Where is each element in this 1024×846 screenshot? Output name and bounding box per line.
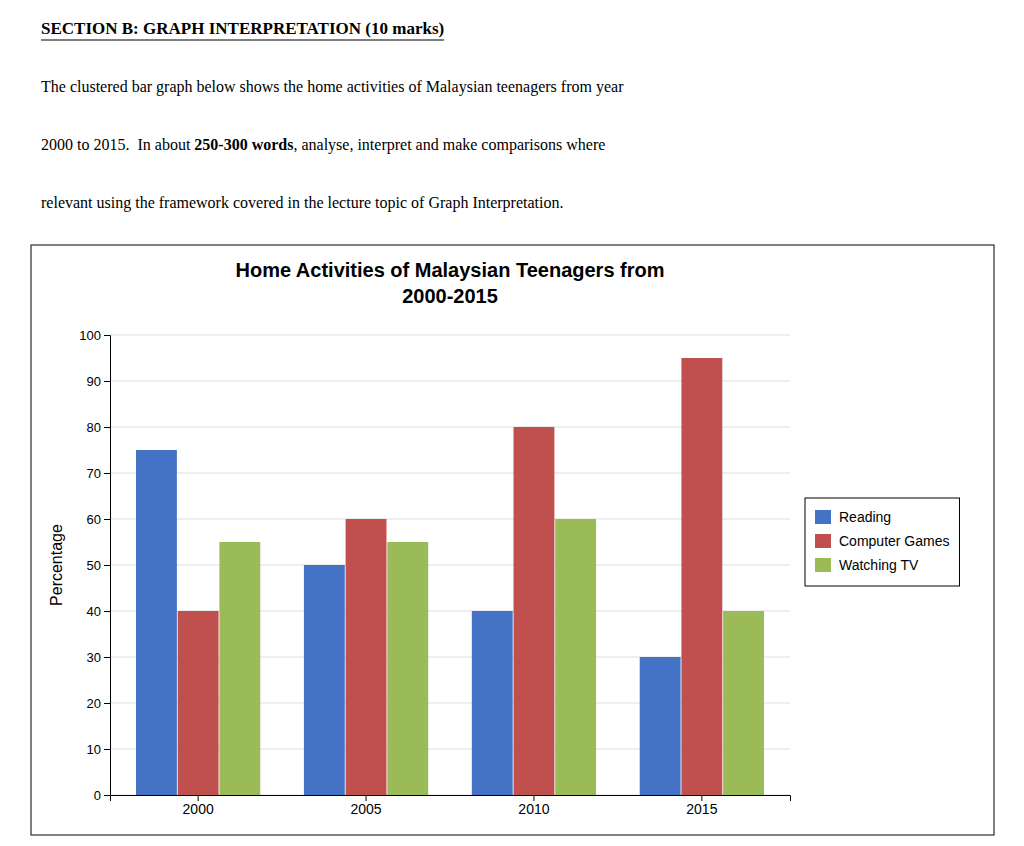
tick: 2005 <box>350 795 381 817</box>
tick: 2015 <box>686 795 717 817</box>
tick: 80 <box>87 420 110 435</box>
bar <box>387 542 428 795</box>
legend-items: Reading Computer Games Watching TV <box>815 509 949 573</box>
underline <box>41 39 444 40</box>
tick-label: 100 <box>79 328 101 343</box>
text-segment: SECTION B: GRAPH INTERPRETATION (10 mark… <box>41 19 444 38</box>
bar <box>178 611 219 795</box>
tick-mark <box>104 703 110 704</box>
tick: 2010 <box>518 795 549 817</box>
chart-title: Home Activities of Malaysian Teenagers f… <box>235 259 664 307</box>
section-title: SECTION B: GRAPH INTERPRETATION (10 mark… <box>41 19 444 38</box>
tick-label: 40 <box>87 604 101 619</box>
tick: 90 <box>87 374 110 389</box>
tick-mark <box>104 565 110 566</box>
bar-series <box>178 358 723 795</box>
bar <box>555 519 596 795</box>
tick-mark <box>104 657 110 658</box>
tick: 2000 <box>183 795 214 817</box>
legend-swatch <box>815 558 831 572</box>
tick: 100 <box>79 328 110 343</box>
chart-border <box>31 245 994 835</box>
tick-label: 0 <box>94 788 101 803</box>
x-axis: 2000 2005 2010 2015 <box>111 795 791 817</box>
tick: 70 <box>87 466 110 481</box>
bar <box>514 427 555 795</box>
instructions: SECTION B: GRAPH INTERPRETATION (10 mark… <box>41 19 624 212</box>
tick: 20 <box>87 696 110 711</box>
bar <box>304 565 345 795</box>
text-segment: 2000 to 2015. In about <box>41 136 194 153</box>
bars <box>136 358 764 795</box>
bar <box>472 611 513 795</box>
text-segment: The clustered bar graph below shows the … <box>41 78 624 96</box>
tick-label: 30 <box>87 650 101 665</box>
tick-mark <box>104 519 110 520</box>
legend-label: Reading <box>839 509 891 525</box>
tick-label: 70 <box>87 466 101 481</box>
tick: 0 <box>94 788 110 803</box>
tick-mark <box>104 795 110 796</box>
legend-label: Computer Games <box>839 533 949 549</box>
text-segment: 250-300 words <box>194 136 293 153</box>
axis-line <box>104 336 111 796</box>
bar <box>640 657 681 795</box>
grid <box>110 335 790 795</box>
body-text: The clustered bar graph below shows the … <box>41 78 624 96</box>
tick-label: 2005 <box>350 801 381 817</box>
y-axis-title: Percentage <box>48 524 65 606</box>
grid-line <box>110 335 790 336</box>
tick: 60 <box>87 512 110 527</box>
legend-swatch <box>815 534 831 548</box>
tick: 10 <box>87 742 110 757</box>
tick: 40 <box>87 604 110 619</box>
tick-label: 50 <box>87 558 101 573</box>
plot: 0 10 20 30 40 50 60 70 80 90 100 2000 2005 2010 2015 <box>79 328 790 817</box>
body-text: relevant using the framework covered in … <box>41 194 563 212</box>
bar-series <box>136 450 681 795</box>
bar <box>346 519 387 795</box>
figure: SECTION B: GRAPH INTERPRETATION (10 mark… <box>0 0 1024 846</box>
tick-label: 2010 <box>518 801 549 817</box>
tick-label: 2015 <box>686 801 717 817</box>
bar <box>723 611 764 795</box>
text-segment: relevant using the framework covered in … <box>41 194 563 212</box>
chart-title-line: Home Activities of Malaysian Teenagers f… <box>235 259 664 281</box>
legend-swatch <box>815 510 831 524</box>
tick-label: 60 <box>87 512 101 527</box>
tick-mark <box>104 381 110 382</box>
bar-series <box>219 519 764 795</box>
tick-label: 20 <box>87 696 101 711</box>
tick-mark <box>104 749 110 750</box>
y-axis: 0 10 20 30 40 50 60 70 80 90 100 <box>79 328 110 803</box>
legend-item: Reading <box>815 509 891 525</box>
tick-label: 90 <box>87 374 101 389</box>
legend-item: Computer Games <box>815 533 949 549</box>
legend-frame <box>805 498 959 586</box>
legend-label: Watching TV <box>839 557 919 573</box>
tick: 30 <box>87 650 110 665</box>
tick-mark <box>104 427 110 428</box>
tick-mark <box>104 335 110 336</box>
bar <box>136 450 177 795</box>
tick-mark <box>104 473 110 474</box>
body-text: 2000 to 2015. In about 250-300 words, an… <box>41 136 605 154</box>
chart-title-line: 2000-2015 <box>402 285 498 307</box>
bar <box>219 542 260 795</box>
bar <box>681 358 722 795</box>
tick-mark <box>104 611 110 612</box>
tick-label: 2000 <box>183 801 214 817</box>
legend: Reading Computer Games Watching TV <box>805 498 959 586</box>
tick: 50 <box>87 558 110 573</box>
legend-item: Watching TV <box>815 557 919 573</box>
tick-label: 10 <box>87 742 101 757</box>
text-segment: , analyse, interpret and make comparison… <box>293 136 605 154</box>
tick-label: 80 <box>87 420 101 435</box>
